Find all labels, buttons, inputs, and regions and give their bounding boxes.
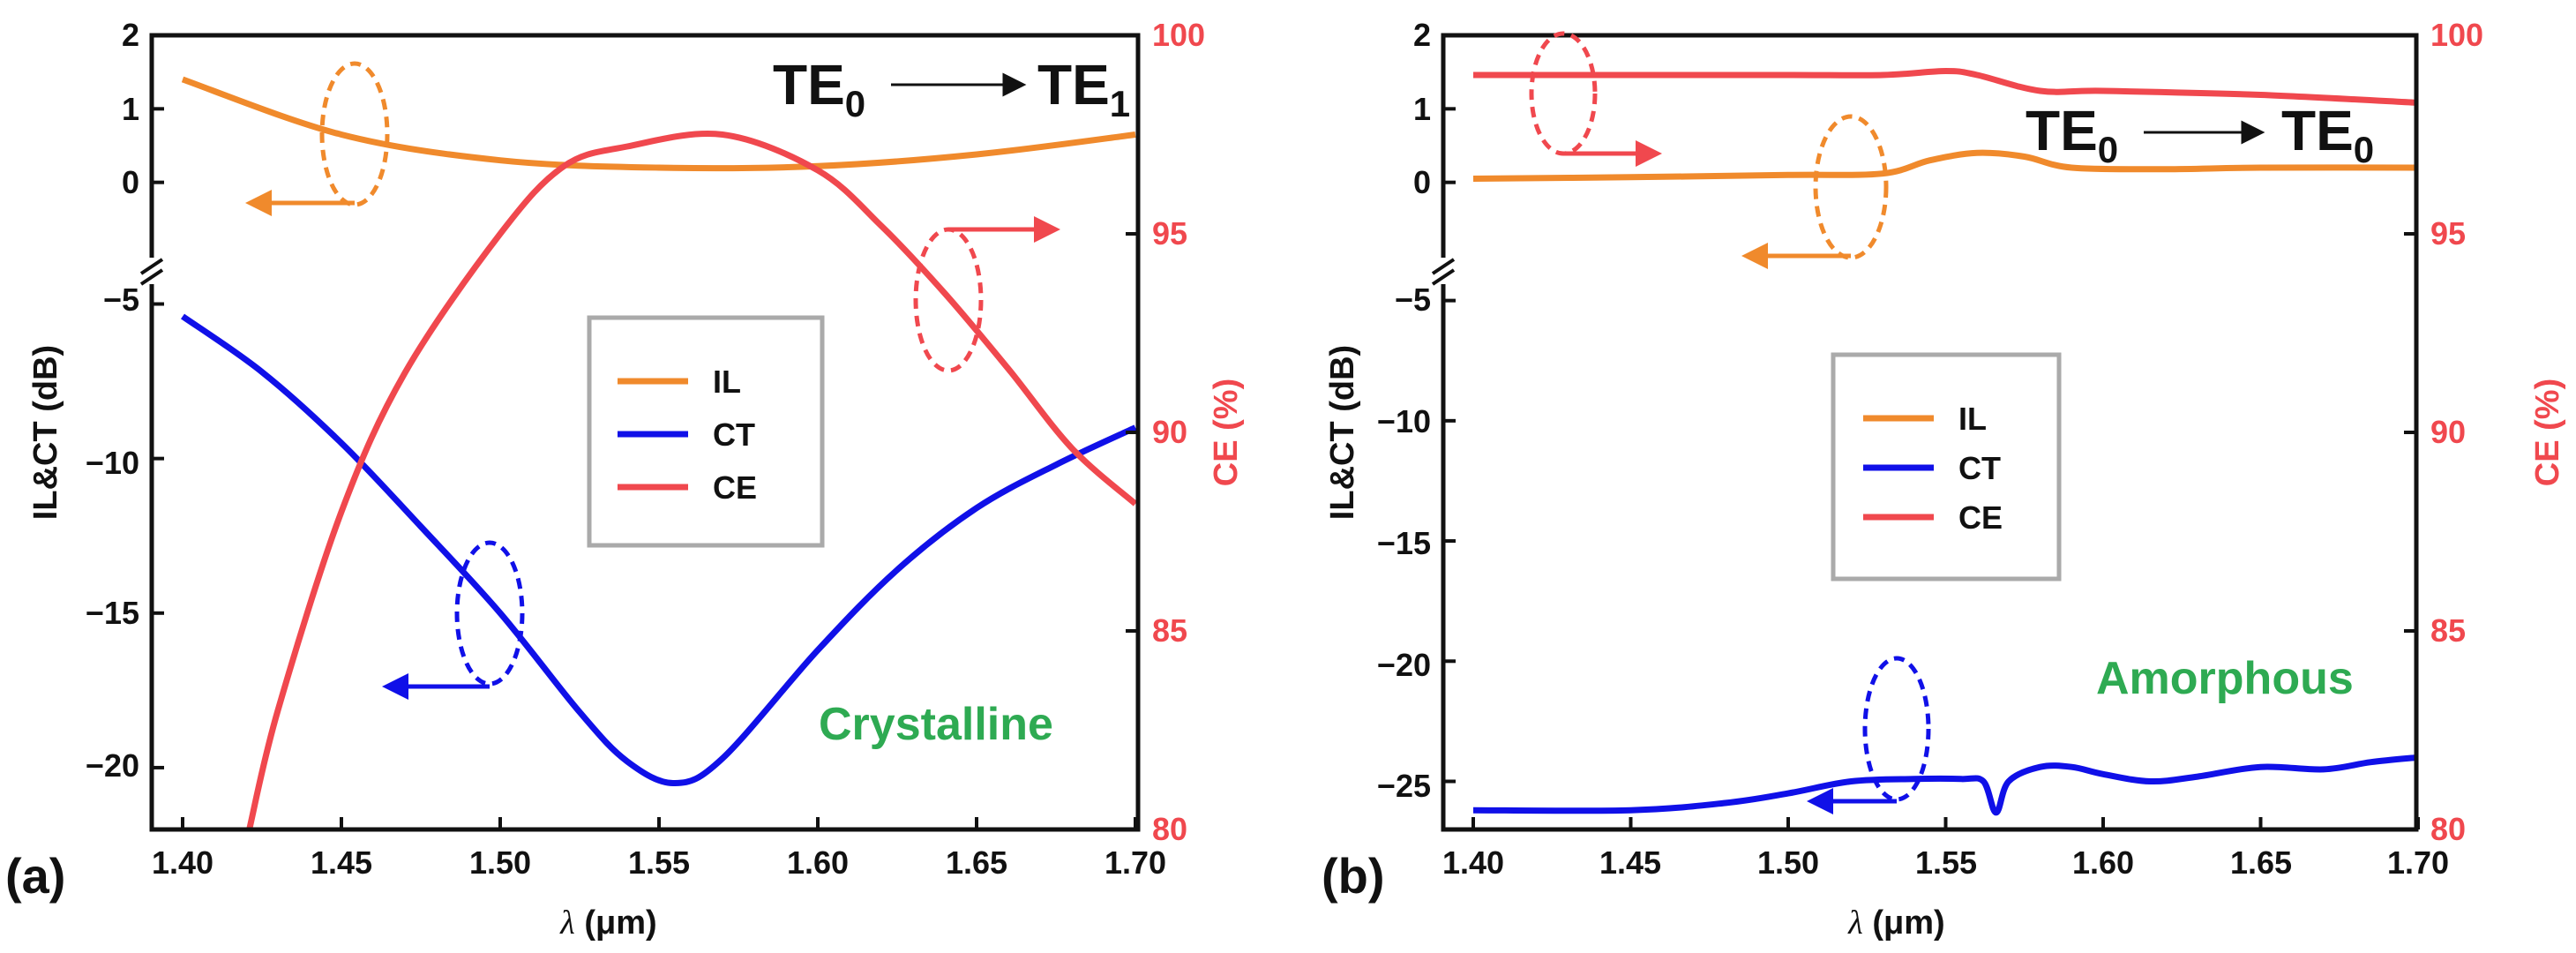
legend-ct: CT [713, 416, 755, 453]
panel-a-xtick: 1.45 [311, 844, 372, 881]
panel-b-ylabel-right: CE (%) [2529, 379, 2566, 486]
panel-a-curves [180, 76, 1138, 829]
panel-b-ytick-upper: 0 [1413, 164, 1431, 200]
panel-a-ce-axis-indicator [913, 216, 1060, 373]
panel-a-ytick-lower: −10 [86, 445, 139, 481]
panel-a-ytick-right: 90 [1152, 414, 1187, 450]
svg-text:TE0: TE0 [2026, 99, 2118, 170]
panel-b-xtick: 1.60 [2072, 844, 2134, 881]
panel-a-ytick-upper: 1 [122, 91, 139, 127]
panel-b-material-label: Amorphous [2096, 653, 2354, 704]
panel-a-ytick-lower: −15 [86, 595, 139, 631]
panel-a-ticks [152, 34, 1138, 831]
panel-a-axis-break [139, 258, 164, 286]
svg-text:TE0: TE0 [2281, 99, 2374, 170]
legend-il: IL [713, 364, 741, 400]
panel-b-xlabel: λ (μm) [1847, 904, 1944, 942]
panel-b-mode-annotation: TE0 TE0 [2026, 99, 2374, 170]
panel-a-material-label: Crystalline [819, 699, 1053, 750]
panel-a-ytick-right: 80 [1152, 811, 1187, 847]
panel-b-series-ce [1473, 68, 2416, 106]
legend-ct: CT [1958, 450, 2001, 486]
panel-b-series-il [1472, 149, 2416, 182]
panel-b-ytick-right: 90 [2430, 414, 2466, 450]
panel-b-series-ct [1472, 754, 2416, 816]
panel-a-xtick: 1.70 [1105, 844, 1166, 881]
panel-b-il-axis-indicator [1741, 114, 1889, 269]
panel-b-label: (b) [1322, 848, 1385, 904]
svg-text:TE0: TE0 [773, 53, 865, 124]
panel-a-xtick: 1.40 [152, 844, 213, 881]
panel-b-ytick-right: 100 [2430, 17, 2483, 53]
panel-b-ytick-right: 80 [2430, 811, 2466, 847]
panel-a-ytick-right: 100 [1152, 17, 1205, 53]
panel-b-ytick-upper: 1 [1413, 91, 1431, 127]
panel-b-legend: IL CT CE [1831, 352, 2062, 582]
panel-a-il-axis-indicator [245, 61, 390, 216]
panel-b-ytick-lower: −20 [1377, 647, 1431, 683]
panel-b-xtick: 1.45 [1599, 844, 1661, 881]
panel-a-ytick-right: 95 [1152, 215, 1187, 251]
legend-ce: CE [1958, 499, 2003, 536]
panel-b-ytick-lower: −10 [1377, 403, 1431, 439]
panel-b-ytick-right: 95 [2430, 215, 2466, 251]
panel-a-ylabel-right: CE (%) [1208, 379, 1245, 486]
panel-a-ylabel-left: IL&CT (dB) [27, 345, 64, 520]
svg-text:TE1: TE1 [1037, 53, 1130, 124]
panel-a-ytick-lower: −20 [86, 747, 139, 784]
panel-a-xlabel: λ (μm) [559, 904, 656, 942]
panel-a: 2 1 0 −5 −10 −15 −20 100 95 90 85 80 1.4… [5, 17, 1245, 942]
panel-a-xtick: 1.55 [628, 844, 690, 881]
panel-a-ct-axis-indicator [382, 540, 525, 700]
panel-b-xtick: 1.65 [2230, 844, 2292, 881]
panel-b-axis-break [1431, 258, 1456, 286]
panel-b-xtick: 1.50 [1757, 844, 1819, 881]
panel-b-ytick-upper: 2 [1413, 17, 1431, 53]
panel-a-series-ct [180, 313, 1137, 787]
panel-a-xtick: 1.50 [469, 844, 531, 881]
panel-a-mode-annotation: TE0 TE1 [773, 53, 1130, 124]
panel-b-ce-axis-indicator [1529, 31, 1662, 167]
panel-b-ytick-lower: −5 [1395, 281, 1431, 318]
panel-a-ytick-upper: 2 [122, 17, 139, 53]
panel-b-ylabel-left: IL&CT (dB) [1324, 345, 1361, 520]
legend-ce: CE [713, 469, 757, 506]
panel-b-ytick-lower: −25 [1377, 768, 1431, 804]
panel-a-ytick-right: 85 [1152, 612, 1187, 649]
panel-b-curves [1472, 68, 2416, 816]
panel-a-ytick-upper: 0 [122, 164, 139, 200]
panel-b-ytick-right: 85 [2430, 612, 2466, 649]
panel-b-ytick-lower: −15 [1377, 525, 1431, 561]
legend-il: IL [1958, 401, 1987, 437]
panel-b-ct-axis-indicator [1807, 656, 1931, 814]
panel-a-series-ce [246, 131, 1138, 829]
panel-a-legend: IL CT CE [587, 315, 825, 548]
panel-b-xtick: 1.55 [1915, 844, 1977, 881]
panel-b-xtick: 1.70 [2387, 844, 2449, 881]
panel-b-ticks [1443, 34, 2420, 831]
panel-a-xtick: 1.60 [787, 844, 849, 881]
panel-a-ytick-lower: −5 [103, 281, 139, 318]
panel-b: 2 1 0 −5 −10 −15 −20 −25 100 95 90 85 80… [1322, 17, 2566, 942]
panel-a-label: (a) [5, 848, 65, 904]
panel-a-xtick: 1.65 [946, 844, 1007, 881]
panel-a-series-il [181, 76, 1136, 172]
panel-b-xtick: 1.40 [1442, 844, 1504, 881]
